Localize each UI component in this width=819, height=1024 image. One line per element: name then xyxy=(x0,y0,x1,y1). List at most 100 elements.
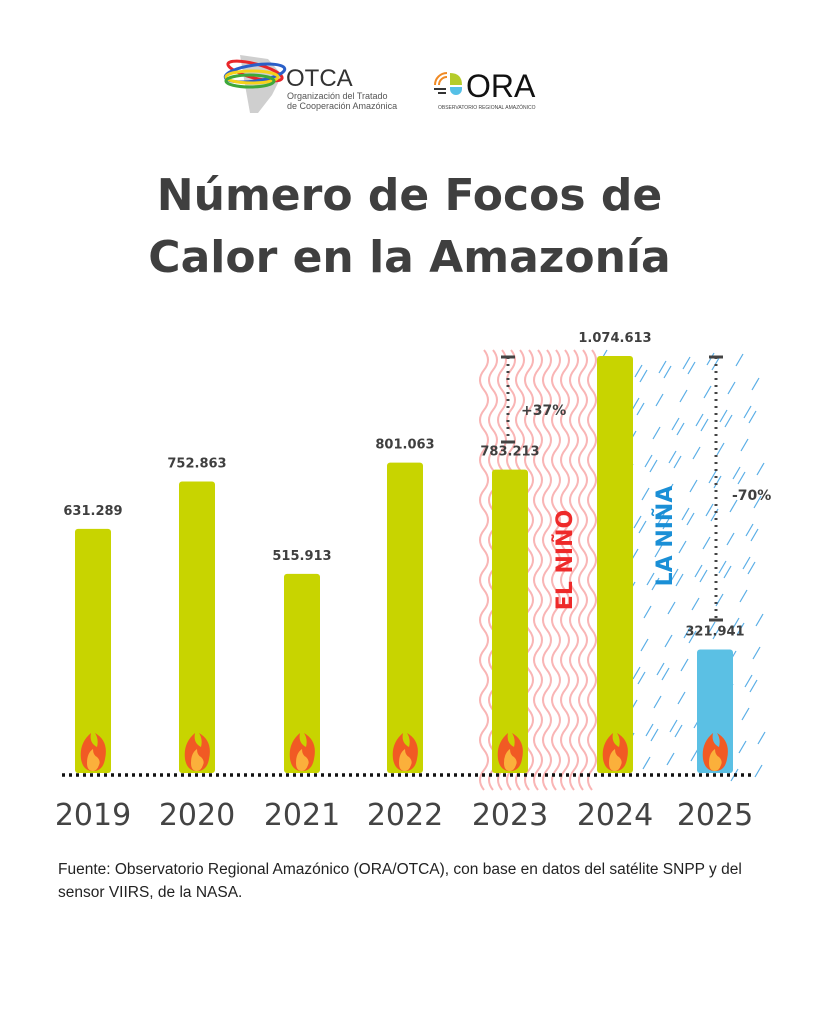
rain-drop xyxy=(671,417,680,431)
data-label-2021: 515.913 xyxy=(272,549,331,564)
rain-drop xyxy=(705,503,714,517)
rain-drop xyxy=(738,740,747,754)
rain-drop xyxy=(631,397,640,411)
heat-wave xyxy=(479,349,489,791)
rain-drop xyxy=(686,512,695,526)
rain-drop xyxy=(650,728,659,742)
data-label-2020: 752.863 xyxy=(167,456,226,471)
rain-drop xyxy=(737,471,746,485)
rain-drop xyxy=(753,495,762,509)
rain-drop xyxy=(655,393,664,407)
rain-drop xyxy=(641,487,650,501)
x-tick-2023: 2023 xyxy=(472,798,548,833)
rain-drop xyxy=(634,364,643,378)
rain-drop xyxy=(674,724,683,738)
data-label-2023: 783.213 xyxy=(480,445,539,460)
bar-2022 xyxy=(387,462,423,773)
ora-logo: ORA OBSERVATORIO REGIONAL AMAZÓNICO xyxy=(434,68,536,111)
heat-wave xyxy=(569,349,579,791)
rain-drop xyxy=(637,671,646,685)
rain-drop xyxy=(712,626,721,640)
rain-drop xyxy=(642,756,651,770)
rain-drop xyxy=(668,450,677,464)
fire-icon-inner xyxy=(709,749,722,771)
rain-drop xyxy=(658,360,667,374)
rain-drop xyxy=(739,589,748,603)
rain-drop xyxy=(736,622,745,636)
ora-name: ORA xyxy=(466,68,536,104)
rain-drop xyxy=(663,365,672,379)
rain-drop xyxy=(749,679,758,693)
rain-drop xyxy=(687,361,696,375)
rain-drop xyxy=(729,499,738,513)
otca-subtitle-1: Organización del Tratado xyxy=(287,91,388,101)
rain-drop xyxy=(735,353,744,367)
rain-drop xyxy=(700,418,709,432)
rain-drop xyxy=(645,723,654,737)
rain-drop xyxy=(716,442,725,456)
bars: 631.289 2019 752.863 2020 515.913 2021 801.063… xyxy=(55,331,753,833)
x-tick-2024: 2024 xyxy=(577,798,653,833)
rain-drop xyxy=(692,446,701,460)
rain-drop xyxy=(743,405,752,419)
rain-drop xyxy=(719,409,728,423)
heat-wave xyxy=(542,349,552,791)
rain-drop xyxy=(732,466,741,480)
rain-drop xyxy=(657,511,666,525)
rain-drop xyxy=(676,422,685,436)
fire-icon-inner xyxy=(87,749,100,771)
rain-drop xyxy=(757,731,766,745)
rain-drop xyxy=(707,621,716,635)
data-label-2019: 631.289 xyxy=(63,504,122,519)
rain-drop xyxy=(754,764,763,778)
rain-drop xyxy=(633,515,642,529)
bar-2019 xyxy=(75,528,111,773)
logos: OTCA Organización del Tratado de Coopera… xyxy=(0,55,819,115)
rain-drop xyxy=(724,414,733,428)
data-label-2025: 321.941 xyxy=(685,624,744,639)
rain-drop xyxy=(755,613,764,627)
rain-drop xyxy=(661,667,670,681)
rain-drop xyxy=(678,540,687,554)
bar-2024 xyxy=(597,356,633,773)
bar-2023 xyxy=(492,469,528,773)
rain-drop xyxy=(679,389,688,403)
rain-drop xyxy=(690,748,699,762)
increase-bracket-label: +37% xyxy=(521,403,566,419)
rain-drop xyxy=(694,564,703,578)
bar-chart: 631.289 2019 752.863 2020 515.913 2021 801.063… xyxy=(55,331,772,833)
rain-drop xyxy=(654,544,663,558)
rain-drop xyxy=(638,520,647,534)
heat-wave xyxy=(560,349,570,791)
otca-logo: OTCA Organización del Tratado de Coopera… xyxy=(223,55,397,113)
fire-icon-inner xyxy=(296,749,309,771)
otca-name: OTCA xyxy=(286,65,353,92)
decrease-bracket-label: -70% xyxy=(732,488,771,504)
rain-drop xyxy=(744,674,753,688)
rain-drop xyxy=(680,658,689,672)
rain-drop xyxy=(726,532,735,546)
rain-drop xyxy=(656,662,665,676)
rain-drop xyxy=(681,507,690,521)
rain-drop xyxy=(702,536,711,550)
rain-drop xyxy=(652,426,661,440)
rain-drop xyxy=(677,691,686,705)
rain-drop xyxy=(644,454,653,468)
rain-drop xyxy=(666,752,675,766)
fire-icon-inner xyxy=(609,749,622,771)
x-tick-2020: 2020 xyxy=(159,798,235,833)
logos-svg: OTCA Organización del Tratado de Coopera… xyxy=(223,55,536,113)
rain-drop xyxy=(643,605,652,619)
rain-drop xyxy=(706,352,715,366)
title-line-1: Número de Focos de xyxy=(156,170,663,221)
rain-drop xyxy=(748,410,757,424)
fire-icon-inner xyxy=(399,749,412,771)
rain-drop xyxy=(745,523,754,537)
rain-drop xyxy=(639,369,648,383)
rain-drop xyxy=(718,560,727,574)
rain-drop xyxy=(750,528,759,542)
fire-icon-inner xyxy=(504,749,517,771)
rain-drop xyxy=(699,569,708,583)
rain-drop xyxy=(747,561,756,575)
rain-drop xyxy=(667,601,676,615)
